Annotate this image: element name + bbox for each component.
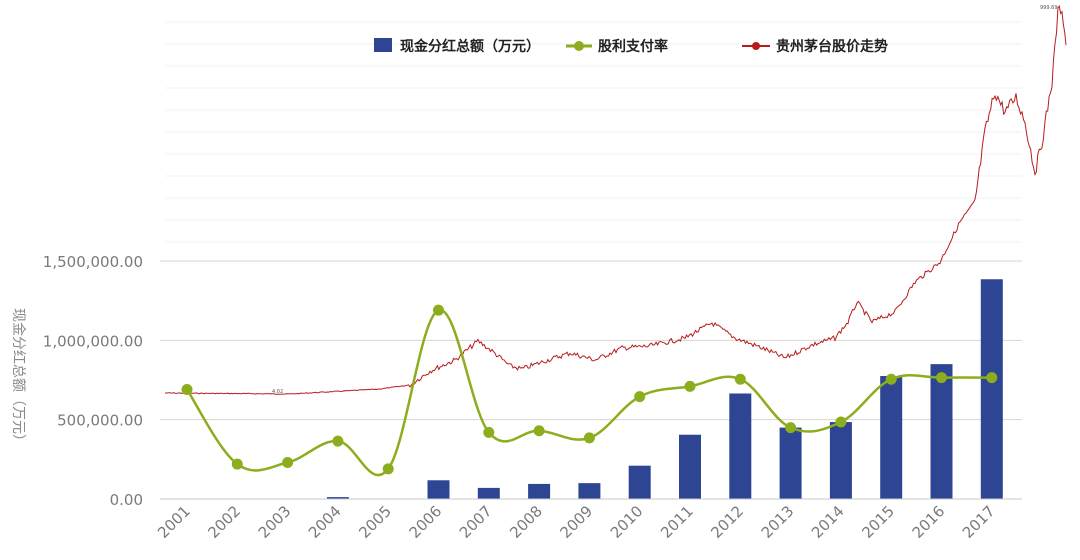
legend-payout-label: 股利支付率 — [598, 38, 668, 55]
bar-series — [326, 279, 1003, 499]
price-start-annotation: 4.02 — [272, 389, 283, 395]
bar — [326, 497, 349, 499]
legend-bar-swatch — [374, 38, 392, 52]
payout-point — [231, 458, 243, 470]
legend-bar-label: 现金分红总额（万元） — [400, 38, 540, 55]
y-tick-labels: 0.00 500,000.00 1,000,000.00 1,500,000.00 — [43, 253, 143, 509]
bar — [578, 483, 601, 499]
legend-price-label: 贵州茅台股价走势 — [776, 38, 888, 55]
stock-price-line — [164, 4, 1067, 395]
payout-ratio-points — [181, 304, 998, 475]
payout-point — [483, 426, 495, 438]
payout-point — [282, 457, 294, 469]
payout-point — [936, 372, 947, 384]
payout-point — [835, 416, 847, 428]
bar — [930, 364, 953, 499]
price-end-annotation: 999.69 — [1040, 5, 1058, 11]
y-tick-label: 1,000,000.00 — [43, 332, 143, 350]
payout-point — [986, 372, 998, 384]
payout-point — [684, 380, 696, 392]
bar — [628, 465, 651, 499]
bar — [779, 427, 802, 499]
legend-price-marker — [752, 42, 760, 50]
y-axis-label: 现金分红总额（万元） — [10, 308, 26, 448]
payout-point — [785, 422, 797, 434]
bar — [477, 487, 500, 499]
payout-point — [433, 304, 444, 316]
bar — [679, 434, 701, 499]
y-tick-label: 500,000.00 — [57, 412, 143, 430]
legend: 现金分红总额（万元） 股利支付率 贵州茅台股价走势 — [374, 38, 888, 55]
bar — [427, 480, 450, 499]
upper-gridlines — [165, 21, 1022, 243]
bar — [729, 393, 752, 499]
bar — [829, 422, 852, 499]
legend-payout-marker — [574, 41, 584, 51]
payout-point — [734, 373, 746, 385]
payout-point — [382, 463, 394, 475]
payout-point — [181, 384, 193, 396]
payout-point — [634, 391, 646, 403]
payout-point — [885, 373, 897, 385]
y-tick-label: 1,500,000.00 — [43, 253, 143, 271]
payout-point — [332, 435, 344, 447]
y-tick-label: 0.00 — [110, 491, 143, 509]
bar — [880, 376, 903, 499]
bar — [528, 483, 551, 499]
bar — [980, 279, 1003, 499]
payout-point — [583, 432, 595, 444]
payout-point — [533, 425, 545, 437]
